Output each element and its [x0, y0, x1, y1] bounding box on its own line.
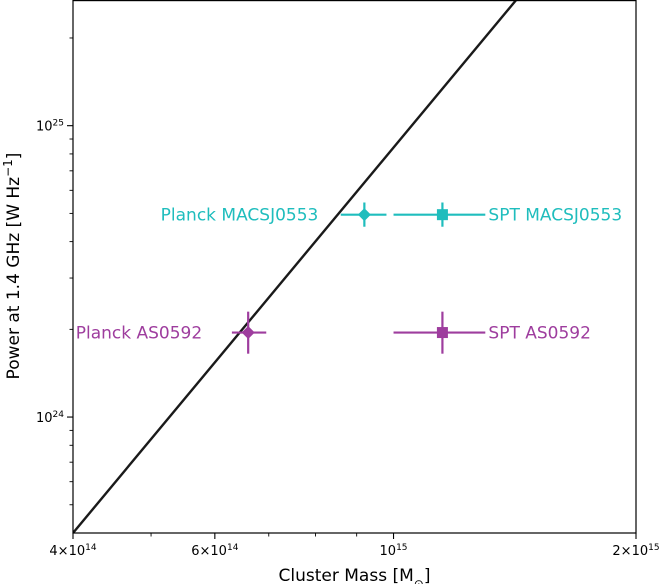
axis-ticks: 4×1014 6×1014 1015 2×1015 1024 1025	[36, 37, 660, 559]
x-tick-label: 6×1014	[191, 543, 238, 559]
square-marker	[436, 327, 448, 339]
diamond-marker	[357, 208, 371, 222]
plot-content	[73, 0, 518, 533]
axes-frame	[72, 0, 637, 534]
diamond-marker	[241, 326, 255, 340]
x-tick-label: 4×1014	[49, 543, 96, 559]
series-point	[340, 202, 387, 227]
series-point	[231, 311, 267, 354]
series-label: SPT AS0592	[488, 324, 591, 344]
series-label: Planck AS0592	[76, 324, 202, 344]
square-marker	[436, 209, 448, 221]
series-point	[393, 311, 486, 354]
series-label: SPT MACSJ0553	[488, 206, 622, 226]
relation-line	[73, 0, 518, 533]
series-label: Planck MACSJ0553	[161, 206, 319, 226]
x-tick-label: 1015	[380, 543, 408, 559]
y-axis-label: Power at 1.4 GHz [W Hz−1]	[1, 153, 24, 380]
y-tick-label: 1025	[36, 119, 64, 135]
series-point	[393, 202, 486, 227]
plot-area: Planck MACSJ0553 SPT MACSJ0553 Planck AS05…	[73, 0, 622, 533]
x-axis-label: Cluster Mass [M⊙]	[279, 566, 431, 584]
x-tick-label: 2×1015	[612, 543, 659, 559]
y-tick-label: 1024	[36, 410, 64, 426]
